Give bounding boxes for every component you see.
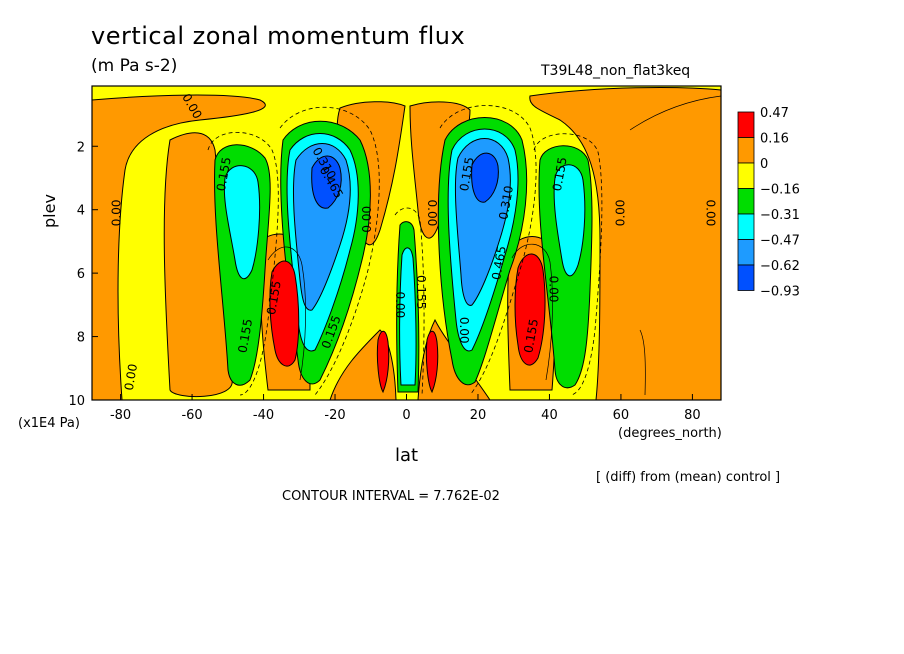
chart-units: (m Pa s-2) [91, 56, 178, 76]
contour-label: 0.00 [457, 317, 471, 344]
legend-label: −0.47 [760, 234, 800, 249]
contour-label: 0.00 [393, 291, 407, 318]
contour-label: 0.155 [550, 156, 570, 192]
dashed-contours [207, 105, 603, 396]
contour-label: 0.00 [614, 200, 628, 227]
y-axis-unit: (x1E4 Pa) [18, 416, 80, 431]
legend-swatch [737, 264, 755, 291]
legend-swatch [737, 111, 755, 138]
contour-label: 0.155 [457, 156, 477, 192]
field-orange-right [529, 87, 721, 400]
contour-label: 0.310 [496, 185, 516, 221]
y-tick-label: 2 [77, 140, 85, 155]
legend-swatch [737, 137, 755, 164]
contour-interval: CONTOUR INTERVAL = 7.762E-02 [282, 489, 500, 504]
contour-label: 0.00 [546, 276, 560, 303]
contour-label: 0.00 [425, 200, 439, 227]
field-deepblue-right [471, 152, 499, 203]
field-cyan-center-strip [399, 247, 417, 386]
contour-label: 0.155 [521, 318, 541, 354]
x-tick-label: 60 [613, 408, 630, 423]
x-tick-label: 40 [541, 408, 558, 423]
x-tick-label: -20 [324, 408, 345, 423]
contour-label: 0.00 [122, 363, 140, 392]
chart-title: vertical zonal momentum flux [91, 22, 466, 50]
contour-label: 0.00 [110, 200, 124, 227]
field-red-left [269, 260, 300, 367]
field-red-center-left [376, 330, 390, 394]
legend-swatch [737, 188, 755, 215]
field-orange-left [92, 94, 266, 400]
field-red-center-right [425, 330, 439, 394]
y-tick-label: 4 [77, 204, 85, 219]
legend-label: −0.62 [760, 259, 800, 274]
legend-label: −0.93 [760, 285, 800, 300]
field-deepblue-left [311, 155, 342, 209]
legend-label: 0 [760, 157, 768, 172]
contour-label: 0.155 [235, 318, 255, 354]
run-name: T39L48_non_flat3keq [541, 63, 691, 79]
x-tick-label: -60 [181, 408, 202, 423]
field-red-right [514, 253, 546, 366]
x-tick-label: -80 [110, 408, 131, 423]
legend-swatch [737, 239, 755, 266]
contour-label: 0.155 [264, 280, 284, 316]
diff-note: [ (diff) from (mean) control ] [596, 470, 781, 485]
field-cyan-right [553, 164, 586, 277]
legend-label: −0.31 [760, 208, 800, 223]
x-axis-unit: (degrees_north) [618, 426, 722, 441]
y-tick-label: 6 [77, 267, 85, 282]
y-tick-label: 10 [68, 394, 85, 409]
legend-swatch [737, 213, 755, 240]
y-tick-label: 8 [77, 331, 85, 346]
contour-label: 0.00 [704, 200, 718, 227]
legend-label: −0.16 [760, 183, 800, 198]
x-tick-label: -40 [253, 408, 274, 423]
contour-label: 0.465 [489, 245, 509, 281]
x-tick-label: 20 [470, 408, 487, 423]
solid-contours [267, 95, 721, 396]
color-legend: 0.47 0.16 0 −0.16 −0.31 −0.47 −0.62 −0.93 [737, 106, 800, 300]
field-cyan-left [223, 165, 261, 280]
x-tick-label: 0 [402, 408, 410, 423]
contour-label: 0.155 [414, 275, 428, 309]
legend-label: 0.47 [760, 106, 789, 121]
legend-swatch [737, 162, 755, 189]
x-tick-label: 80 [684, 408, 701, 423]
contour-fill-layer [92, 86, 721, 400]
axis-ticks: -80 -60 -40 -20 0 20 40 60 80 2 4 6 8 10 [68, 140, 700, 423]
legend-label: 0.16 [760, 132, 789, 147]
contour-label: 0.155 [214, 156, 234, 192]
contour-label: 0.00 [360, 206, 374, 233]
x-axis-label: lat [395, 445, 419, 466]
